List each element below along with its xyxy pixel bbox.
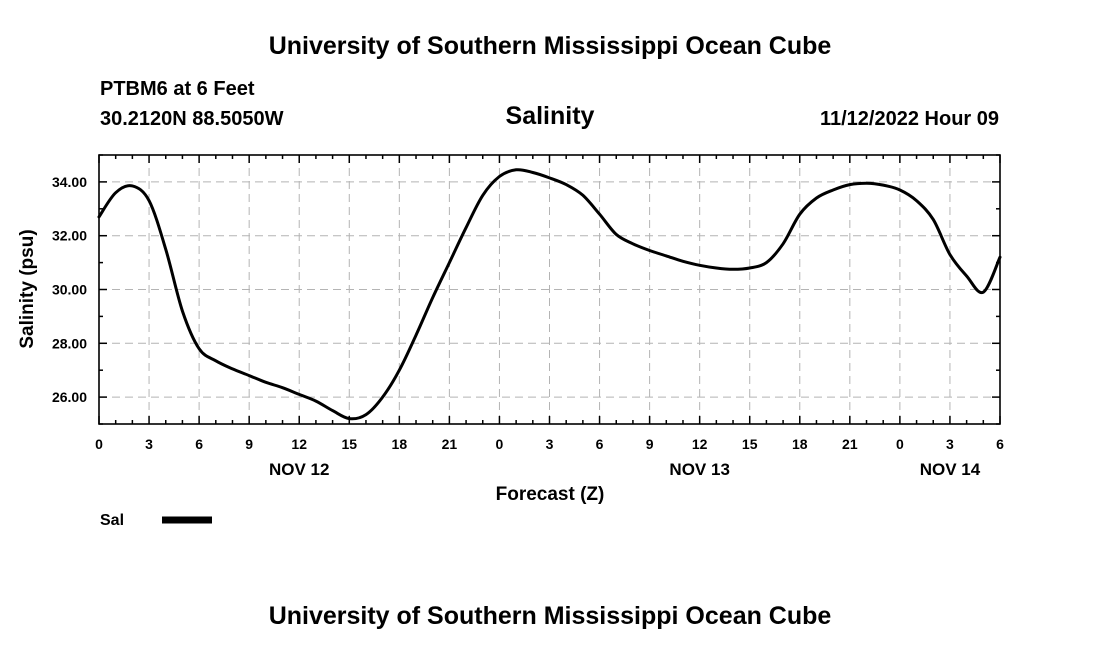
- chart-footer-title: University of Southern Mississippi Ocean…: [269, 602, 832, 630]
- x-tick-label: 0: [95, 436, 103, 452]
- y-tick-label: 30.00: [52, 282, 87, 298]
- y-tick-label: 34.00: [52, 174, 87, 190]
- x-axis-label: Forecast (Z): [496, 484, 605, 505]
- y-tick-label: 32.00: [52, 228, 87, 244]
- tick-labels: 0 3 6 9 12 15 18 21 0 3 6 9 12 15 18 21 0 3 6 26.00 28.00 30.…: [52, 174, 1004, 479]
- x-tick-label: 21: [442, 436, 458, 452]
- x-day-label: NOV 13: [669, 460, 729, 479]
- coords-label: 30.2120N 88.5050W: [100, 108, 284, 130]
- x-tick-label: 3: [145, 436, 153, 452]
- x-tick-label: 18: [792, 436, 808, 452]
- y-tick-label: 28.00: [52, 335, 87, 351]
- plot-frame: [98, 154, 1001, 425]
- x-day-label: NOV 12: [269, 460, 329, 479]
- x-tick-label: 9: [245, 436, 253, 452]
- grid-lines: [99, 155, 1000, 424]
- x-day-label: NOV 14: [920, 460, 981, 479]
- run-time-label: 11/12/2022 Hour 09: [820, 108, 999, 130]
- x-tick-label: 3: [946, 436, 954, 452]
- x-tick-label: 6: [195, 436, 203, 452]
- axis-ticks: [98, 154, 1001, 425]
- x-tick-label: 6: [996, 436, 1004, 452]
- x-tick-label: 15: [742, 436, 758, 452]
- x-tick-label: 9: [646, 436, 654, 452]
- y-axis-label: Salinity (psu): [17, 229, 38, 348]
- series-line-sal: [97, 168, 1002, 421]
- x-tick-label: 12: [291, 436, 307, 452]
- x-tick-label: 18: [392, 436, 408, 452]
- x-tick-label: 3: [546, 436, 554, 452]
- y-tick-label: 26.00: [52, 389, 87, 405]
- legend-label: Sal: [100, 512, 124, 529]
- x-tick-label: 15: [341, 436, 357, 452]
- x-tick-label: 0: [496, 436, 504, 452]
- chart-title: Salinity: [506, 102, 595, 130]
- chart-header-title: University of Southern Mississippi Ocean…: [269, 32, 832, 60]
- x-tick-label: 21: [842, 436, 858, 452]
- x-tick-label: 12: [692, 436, 708, 452]
- station-label: PTBM6 at 6 Feet: [100, 78, 255, 100]
- x-tick-label: 6: [596, 436, 604, 452]
- x-tick-label: 0: [896, 436, 904, 452]
